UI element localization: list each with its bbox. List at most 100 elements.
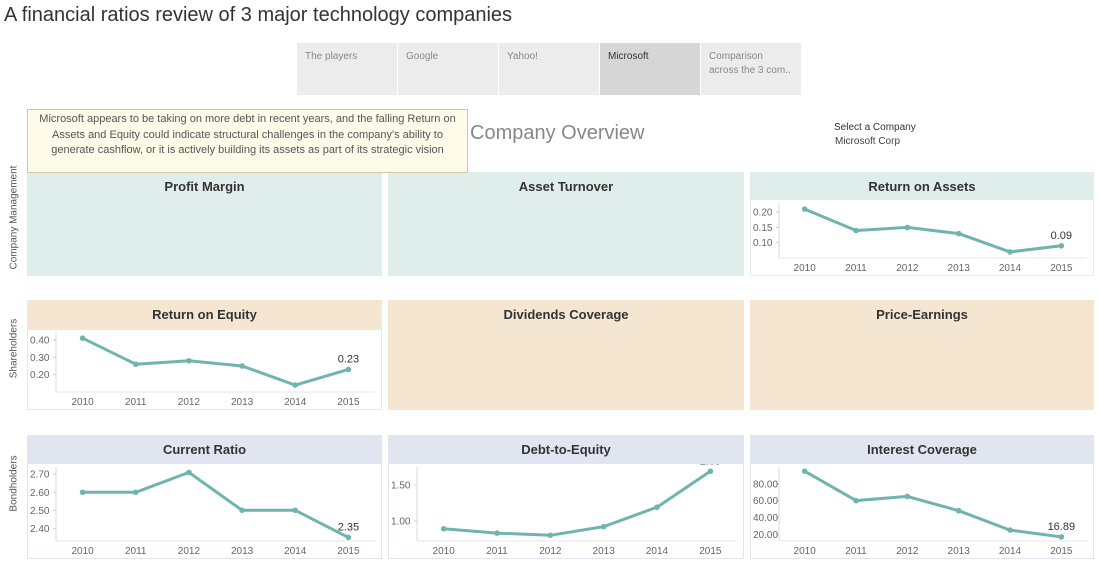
panel-current-ratio: Current Ratio 2.40 2.50 2.60 2.70 2010 2011 20… — [27, 435, 382, 559]
chart-return-on-equity: 0.20 0.30 0.40 2010 2011 2012 2013 2014 2015 0.23 — [28, 330, 381, 409]
data-point[interactable] — [132, 489, 139, 496]
y-tick-label: 0.10 — [753, 238, 773, 249]
y-tick-label: 20.00 — [753, 530, 778, 541]
panel-price-earnings: Price-Earnings — [750, 300, 1094, 410]
data-point[interactable] — [440, 525, 447, 532]
data-point[interactable] — [654, 504, 660, 511]
series-line — [81, 336, 350, 387]
overview-title: Company Overview — [470, 122, 645, 144]
y-tick-label: 60.00 — [753, 496, 778, 507]
x-tick-label: 2013 — [593, 546, 616, 557]
data-point[interactable] — [239, 363, 245, 369]
data-point[interactable] — [345, 534, 352, 541]
data-point[interactable] — [79, 335, 86, 342]
current-svg: 2.40 2.50 2.60 2.70 2010 2011 2012 2013 2014 2015… — [30, 467, 375, 557]
y-tick-label: 0.15 — [753, 223, 773, 234]
tab-comparison[interactable]: Comparison across the 3 com.. — [701, 43, 801, 95]
data-point[interactable] — [239, 507, 245, 514]
series-line — [803, 207, 1063, 254]
panel-title-debt-to-equity: Debt-to-Equity — [521, 442, 611, 457]
dte-svg: 1.00 1.50 2010 2011 2012 2013 2014 2015 1.69 — [391, 464, 737, 557]
x-tick-label: 2015 — [1050, 546, 1073, 557]
data-point[interactable] — [1007, 249, 1013, 255]
data-point[interactable] — [600, 523, 607, 530]
panel-interest-coverage: Interest Coverage 20.00 40.00 60.00 80.00 20… — [750, 435, 1094, 559]
chart-return-on-assets: 0.10 0.15 0.20 2010 2011 2012 2013 2014 2015 0.09 — [751, 200, 1093, 275]
data-point[interactable] — [494, 530, 500, 536]
x-tick-label: 2014 — [284, 546, 307, 557]
chart-debt-to-equity: 1.00 1.50 2010 2011 2012 2013 2014 2015 1.69 — [389, 464, 743, 558]
y-tick-label: 80.00 — [753, 479, 778, 490]
panel-debt-to-equity: Debt-to-Equity 1.00 1.50 2010 2011 2012 2013 2… — [388, 435, 744, 559]
data-point[interactable] — [186, 469, 192, 476]
tab-microsoft[interactable]: Microsoft — [600, 43, 700, 95]
y-tick-label: 2.60 — [30, 488, 50, 499]
data-point[interactable] — [292, 382, 299, 388]
last-value-label: 0.09 — [1051, 230, 1072, 242]
data-point[interactable] — [955, 507, 962, 514]
y-tick-label: 0.40 — [30, 335, 50, 346]
page-title: A financial ratios review of 3 major tec… — [4, 4, 513, 26]
x-tick-label: 2014 — [646, 546, 669, 557]
panel-asset-turnover: Asset Turnover — [388, 172, 744, 276]
series-line — [442, 469, 712, 537]
y-tick-label: 1.00 — [391, 516, 411, 527]
x-tick-label: 2010 — [794, 546, 817, 557]
panel-return-on-assets: Return on Assets 0.10 0.15 0.20 2010 2011 201… — [750, 172, 1094, 276]
data-point[interactable] — [186, 357, 192, 364]
company-filter[interactable]: Select a Company Microsoft Corp — [834, 121, 916, 149]
tab-yahoo[interactable]: Yahoo! — [499, 43, 599, 95]
panel-return-on-equity: Return on Equity 0.20 0.30 0.40 2010 2011 201… — [27, 300, 382, 410]
insight-tooltip: Microsoft appears to be taking on more d… — [27, 109, 468, 173]
x-tick-label: 2011 — [125, 546, 147, 557]
company-filter-value[interactable]: Microsoft Corp — [835, 136, 901, 147]
data-point[interactable] — [801, 206, 808, 212]
data-point[interactable] — [547, 532, 554, 539]
data-point[interactable] — [904, 493, 911, 500]
panel-title-asset-turnover: Asset Turnover — [518, 179, 614, 194]
data-point[interactable] — [955, 230, 962, 237]
panel-dividends-coverage: Dividends Coverage — [388, 300, 744, 410]
y-tick-label: 0.30 — [30, 353, 50, 364]
data-point[interactable] — [904, 224, 911, 231]
x-tick-label: 2010 — [71, 397, 94, 408]
panel-title-interest-coverage: Interest Coverage — [867, 442, 977, 457]
tab-google[interactable]: Google — [398, 43, 498, 95]
panel-title-price-earnings: Price-Earnings — [876, 307, 968, 322]
x-tick-label: 2015 — [1050, 263, 1073, 274]
row-label-management: Company Management — [8, 165, 20, 270]
row-label-bondholders: Bondholders — [8, 455, 20, 512]
data-point[interactable] — [1058, 242, 1065, 249]
y-tick-label: 0.20 — [30, 370, 50, 381]
panel-title-dividends-coverage: Dividends Coverage — [503, 307, 629, 322]
panel-title-profit-margin: Profit Margin — [164, 179, 245, 194]
data-point[interactable] — [132, 361, 139, 368]
data-point[interactable] — [853, 227, 859, 234]
data-point[interactable] — [79, 489, 86, 496]
panel-title-return-on-equity: Return on Equity — [152, 307, 257, 322]
data-point[interactable] — [345, 366, 352, 373]
x-tick-label: 2014 — [999, 546, 1022, 557]
panel-profit-margin: Profit Margin — [27, 172, 382, 276]
y-tick-label: 1.50 — [391, 480, 411, 491]
data-point[interactable] — [853, 497, 859, 504]
data-point[interactable] — [292, 507, 299, 514]
row-label-shareholders: Shareholders — [8, 318, 20, 379]
data-point[interactable] — [1007, 527, 1013, 533]
x-tick-label: 2012 — [178, 546, 201, 557]
x-tick-label: 2013 — [948, 546, 971, 557]
x-tick-label: 2015 — [337, 397, 360, 408]
y-tick-label: 0.20 — [753, 208, 773, 219]
data-point[interactable] — [1058, 534, 1065, 540]
roa-svg: 0.10 0.15 0.20 2010 2011 2012 2013 2014 2015 0.09 — [753, 203, 1087, 274]
x-tick-label: 2013 — [231, 546, 254, 557]
x-tick-label: 2015 — [699, 546, 722, 557]
last-value-label: 16.89 — [1048, 521, 1076, 533]
x-tick-label: 2015 — [337, 546, 360, 557]
data-point[interactable] — [801, 468, 808, 475]
tab-the-players[interactable]: The players — [297, 43, 397, 95]
x-tick-label: 2012 — [896, 546, 919, 557]
data-point[interactable] — [707, 468, 714, 475]
company-filter-label: Select a Company — [834, 122, 916, 133]
x-tick-label: 2010 — [433, 546, 456, 557]
